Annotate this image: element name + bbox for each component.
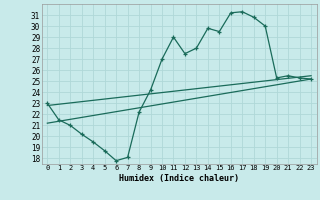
X-axis label: Humidex (Indice chaleur): Humidex (Indice chaleur) <box>119 174 239 183</box>
